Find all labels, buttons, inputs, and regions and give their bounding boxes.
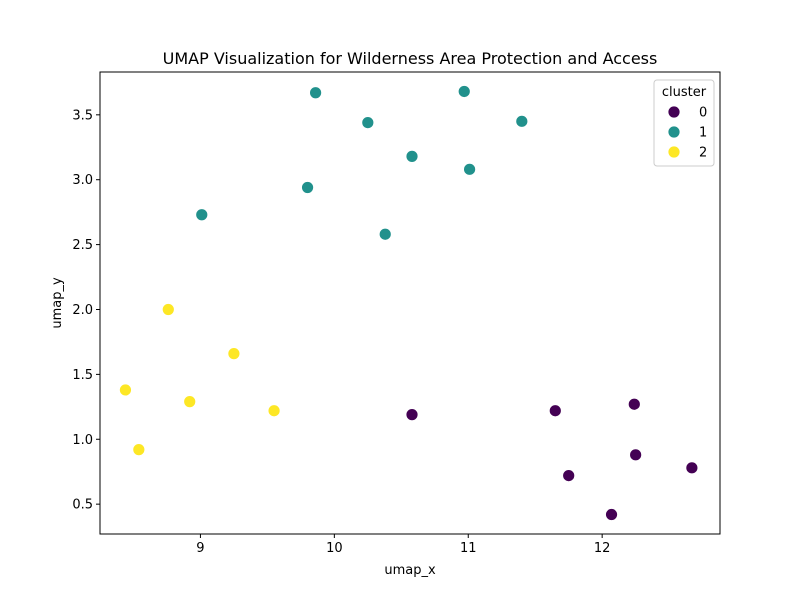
y-tick-label: 3.0 [72, 173, 93, 188]
scatter-point-cluster-1 [301, 181, 314, 194]
scatter-point-cluster-2 [267, 404, 281, 418]
scatter-point-cluster-2 [119, 383, 132, 397]
x-tick-label: 12 [594, 541, 611, 556]
scatter-point-cluster-0 [548, 404, 562, 418]
scatter-point-cluster-1 [378, 227, 392, 241]
legend-marker-0 [667, 105, 681, 119]
scatter-point-cluster-1 [457, 85, 471, 98]
chart-title: UMAP Visualization for Wilderness Area P… [163, 49, 658, 68]
legend-label: 2 [699, 146, 707, 161]
scatter-point-cluster-1 [309, 86, 322, 100]
data-points [119, 85, 699, 521]
scatter-point-cluster-1 [463, 162, 476, 176]
scatter-point-cluster-0 [605, 508, 618, 521]
x-tick-label: 9 [196, 541, 204, 556]
scatter-point-cluster-1 [361, 116, 375, 130]
plot-area-frame [99, 71, 721, 535]
y-tick-label: 2.0 [72, 303, 93, 318]
scatter-point-cluster-0 [685, 461, 699, 475]
legend-marker-2 [667, 145, 681, 159]
scatter-point-cluster-0 [627, 397, 641, 411]
x-tick-label: 10 [326, 541, 343, 556]
y-tick-label: 1.0 [72, 433, 93, 448]
legend-title: cluster [662, 85, 707, 100]
scatter-point-cluster-1 [515, 114, 529, 128]
legend-box [653, 79, 715, 167]
x-axis: 9 10 11 12 [196, 534, 610, 556]
y-tick-label: 3.5 [72, 108, 93, 123]
y-axis: 0.5 1.0 1.5 2.0 2.5 3.0 3.5 [72, 108, 100, 513]
legend-label: 1 [699, 126, 707, 141]
scatter-point-cluster-2 [132, 443, 146, 457]
y-tick-label: 2.5 [72, 238, 93, 253]
scatter-point-cluster-2 [161, 303, 175, 316]
scatter-point-cluster-2 [183, 395, 197, 409]
scatter-point-cluster-1 [195, 208, 209, 222]
scatter-point-cluster-2 [227, 347, 241, 361]
scatter-point-cluster-0 [629, 448, 643, 462]
scatter-point-cluster-0 [405, 408, 419, 422]
x-axis-label: umap_x [384, 563, 436, 578]
legend: cluster 0 1 2 [653, 79, 715, 167]
y-tick-label: 1.5 [72, 368, 93, 383]
legend-marker-1 [667, 125, 681, 139]
y-axis-label: umap_y [50, 277, 65, 329]
x-tick-label: 11 [460, 541, 477, 556]
scatter-point-cluster-0 [562, 469, 576, 483]
scatter-point-cluster-1 [405, 149, 419, 163]
legend-label: 0 [699, 106, 707, 121]
y-tick-label: 0.5 [72, 498, 93, 513]
